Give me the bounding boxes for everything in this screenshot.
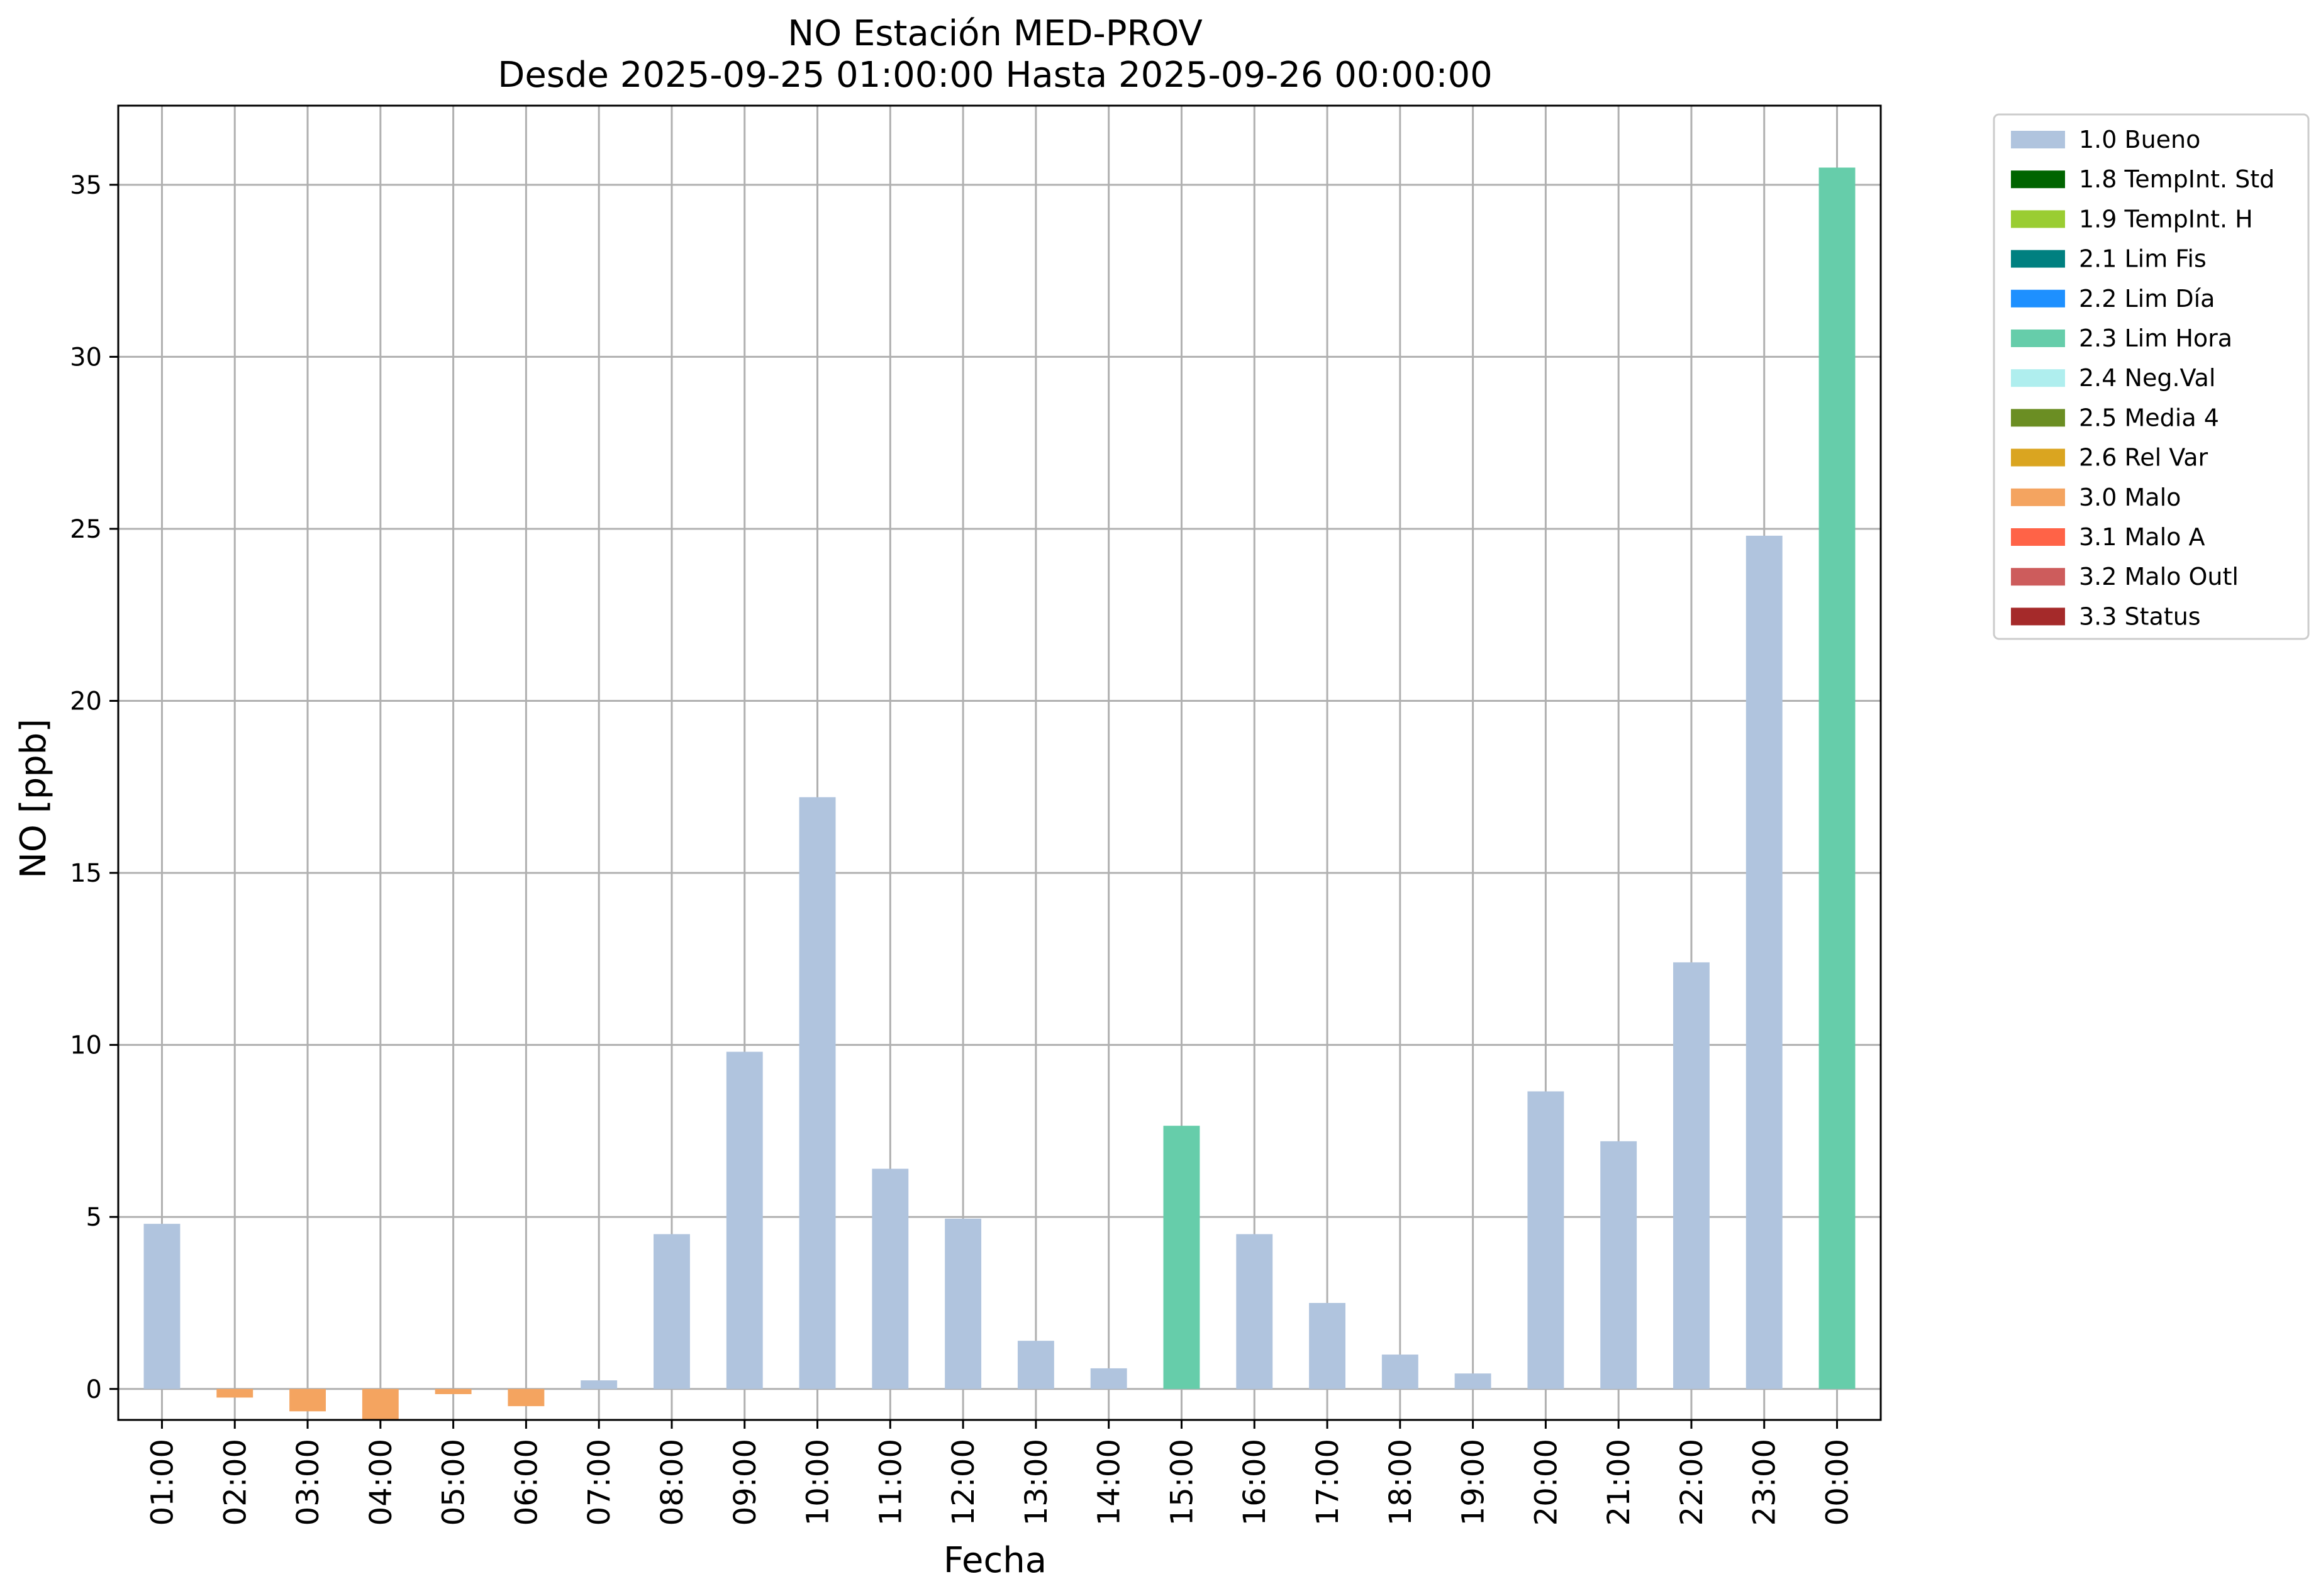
x-tick-label: 12:00: [946, 1439, 981, 1526]
x-tick-label: 13:00: [1019, 1439, 1054, 1526]
legend-label: 2.6 Rel Var: [2079, 444, 2208, 472]
x-tick-label: 06:00: [509, 1439, 544, 1526]
plot-frame: [117, 104, 1882, 1421]
bar: [1163, 1126, 1200, 1389]
legend-label: 3.2 Malo Outl: [2079, 563, 2239, 590]
legend-label: 2.2 Lim Día: [2079, 285, 2215, 313]
legend-swatch: [2011, 210, 2065, 228]
x-axis: 01:00 02:00 03:00 04:00 05:00 06:00 07:00 08:00…: [145, 1420, 1856, 1526]
bar: [872, 1168, 909, 1389]
bar: [1236, 1234, 1273, 1389]
legend-label: 3.0 Malo: [2079, 484, 2181, 511]
x-tick-label: 15:00: [1164, 1439, 1200, 1526]
x-tick-label: 09:00: [728, 1439, 763, 1526]
legend-swatch: [2011, 568, 2065, 586]
x-tick-label: 01:00: [145, 1439, 180, 1526]
bar: [1745, 535, 1783, 1389]
x-tick-label: 14:00: [1092, 1439, 1127, 1526]
x-tick-label: 03:00: [291, 1439, 326, 1526]
x-tick-label: 22:00: [1674, 1439, 1710, 1526]
legend-label: 1.0 Bueno: [2079, 126, 2200, 153]
bar: [1309, 1302, 1345, 1389]
x-axis-label: Fecha: [944, 1540, 1047, 1581]
bar: [726, 1051, 763, 1389]
bar: [435, 1388, 472, 1394]
bar: [289, 1388, 326, 1412]
x-tick-label: 23:00: [1747, 1439, 1783, 1526]
x-tick-label: 02:00: [218, 1439, 253, 1526]
legend-frame: [1993, 113, 2310, 640]
y-tick-label: 20: [70, 687, 102, 716]
bar: [654, 1234, 690, 1389]
bar: [1090, 1368, 1127, 1389]
x-tick-label: 10:00: [801, 1439, 836, 1526]
bar: [143, 1224, 181, 1389]
legend-label: 3.3 Status: [2079, 602, 2201, 630]
legend-swatch: [2011, 369, 2065, 387]
x-tick-label: 20:00: [1528, 1439, 1564, 1526]
bar: [1381, 1355, 1418, 1389]
bar: [1600, 1141, 1637, 1389]
bar: [508, 1388, 545, 1407]
y-tick-label: 35: [70, 171, 102, 200]
legend-label: 1.9 TempInt. H: [2079, 205, 2253, 233]
legend-swatch: [2011, 250, 2065, 268]
legend-swatch: [2011, 170, 2065, 189]
x-tick-label: 18:00: [1383, 1439, 1418, 1526]
bar: [581, 1380, 618, 1389]
chart-title: NO Estación MED-PROV: [788, 13, 1203, 54]
y-tick-label: 10: [70, 1031, 102, 1060]
legend-swatch: [2011, 448, 2065, 467]
legend-swatch: [2011, 330, 2065, 347]
x-tick-label: 19:00: [1456, 1439, 1491, 1526]
y-axis: 0 5 10 15 20 25 30 35: [70, 171, 118, 1404]
x-tick-label: 07:00: [582, 1439, 617, 1526]
bar: [1017, 1341, 1054, 1389]
bar: [216, 1388, 253, 1398]
legend-swatch: [2011, 131, 2065, 148]
y-tick-label: 0: [86, 1375, 102, 1404]
legend-swatch: [2011, 488, 2065, 506]
chart-subtitle: Desde 2025-09-25 01:00:00 Hasta 2025-09-…: [498, 55, 1493, 96]
bar: [362, 1388, 399, 1420]
legend-swatch: [2011, 289, 2065, 308]
legend-swatch: [2011, 528, 2065, 546]
bar: [1527, 1091, 1564, 1389]
x-tick-label: 11:00: [873, 1439, 908, 1526]
bar: [799, 797, 836, 1389]
bar: [945, 1218, 982, 1389]
x-tick-label: 08:00: [655, 1439, 690, 1526]
legend-label: 2.4 Neg.Val: [2079, 364, 2215, 392]
y-tick-label: 30: [70, 343, 102, 372]
y-axis-label: NO [ppb]: [13, 719, 54, 878]
x-tick-label: 17:00: [1310, 1439, 1345, 1526]
legend-label: 2.5 Media 4: [2079, 404, 2219, 431]
x-tick-label: 16:00: [1237, 1439, 1272, 1526]
x-tick-label: 21:00: [1601, 1439, 1637, 1526]
y-tick-label: 25: [70, 515, 102, 544]
legend-label: 1.8 TempInt. Std: [2079, 165, 2274, 193]
y-tick-label: 5: [86, 1203, 102, 1232]
bar: [1673, 962, 1710, 1389]
x-tick-label: 00:00: [1820, 1439, 1856, 1526]
bars: [143, 167, 1856, 1420]
bar: [1818, 167, 1856, 1389]
legend-label: 2.3 Lim Hora: [2079, 324, 2232, 352]
legend-label: 2.1 Lim Fis: [2079, 245, 2207, 273]
legend: 1.0 Bueno 1.8 TempInt. Std 1.9 TempInt. H 2…: [1993, 113, 2310, 640]
legend-swatch: [2011, 409, 2065, 427]
x-tick-label: 05:00: [437, 1439, 472, 1526]
bar: [1454, 1373, 1491, 1389]
legend-label: 3.1 Malo A: [2079, 523, 2205, 551]
x-tick-label: 04:00: [364, 1439, 399, 1526]
y-tick-label: 15: [70, 859, 102, 888]
legend-swatch: [2011, 607, 2065, 626]
